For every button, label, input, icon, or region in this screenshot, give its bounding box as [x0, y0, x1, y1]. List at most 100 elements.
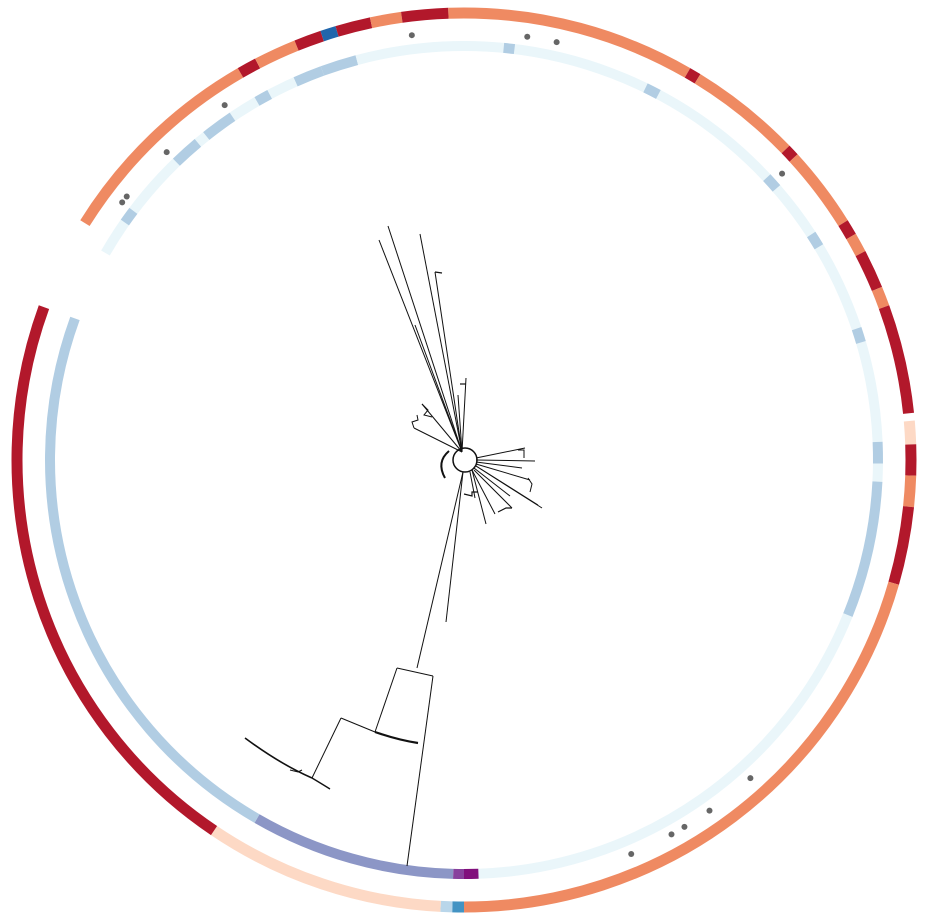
clade-small — [518, 449, 525, 458]
short-branch — [475, 463, 531, 481]
outer-ring-segment — [210, 826, 441, 912]
branch — [421, 403, 463, 453]
tip-marker-dot — [553, 39, 560, 46]
outer-ring-segment — [463, 7, 691, 78]
tip-marker-dot — [747, 775, 754, 782]
short-branch — [473, 469, 513, 509]
outer-ring-segment — [80, 68, 244, 227]
short-branch — [475, 459, 536, 462]
outer-ring-segment — [855, 251, 883, 292]
tip-marker-dot — [706, 807, 713, 814]
outer-ring-segment — [694, 74, 790, 154]
outer-ring-segment — [294, 30, 324, 51]
short-branch — [469, 471, 476, 499]
outer-ring-segment — [463, 581, 899, 913]
tip-marker-dots — [119, 32, 786, 857]
long-branch — [445, 471, 464, 623]
inner-annotation-ring — [45, 41, 883, 880]
inner-ring-accent — [172, 139, 202, 166]
tip-marker-dot — [668, 831, 675, 838]
inner-ring-segment — [254, 814, 454, 879]
branch — [374, 667, 398, 733]
outer-annotation-ring — [11, 7, 917, 913]
outer-ring-segment — [871, 286, 890, 310]
inner-ring-accent — [120, 207, 138, 226]
clade-small — [497, 507, 512, 513]
clade-small — [527, 477, 533, 493]
tip-marker-dot — [681, 823, 688, 830]
outer-ring-segment — [369, 11, 403, 29]
long-branch — [414, 324, 463, 453]
tip-marker-dot — [123, 193, 130, 200]
outer-ring-segment — [789, 154, 848, 227]
inner-ring-segment — [843, 481, 883, 617]
inner-ring-segment — [463, 41, 883, 443]
inner-ring-segment — [872, 463, 883, 482]
tip-marker-dot — [163, 149, 170, 156]
inner-ring-accent — [254, 90, 272, 106]
tip-marker-dot — [119, 199, 126, 206]
outer-ring-segment — [237, 58, 261, 78]
tip-marker-dot — [221, 102, 228, 109]
inner-ring-accent — [807, 231, 824, 250]
long-branch — [434, 271, 463, 453]
long-branch — [406, 675, 434, 867]
clade-small — [289, 769, 303, 773]
branch — [311, 717, 342, 779]
inner-ring-accent — [851, 327, 866, 344]
inner-ring-accent — [643, 83, 661, 99]
clade-bundle — [311, 777, 331, 790]
inner-ring-accent — [293, 66, 325, 87]
outer-ring-segment — [684, 68, 701, 84]
outer-ring-segment — [401, 7, 449, 23]
tip-marker-dot — [408, 32, 415, 39]
long-branch — [416, 471, 464, 669]
outer-ring-segment — [846, 233, 866, 257]
inner-ring-segment — [478, 613, 853, 879]
inner-ring-segment — [320, 55, 359, 76]
outer-ring-segment — [903, 420, 917, 445]
tip-bar — [434, 271, 443, 274]
outer-ring-segment — [878, 305, 915, 414]
outer-ring-segment — [320, 26, 339, 42]
root-hub-circle — [452, 447, 478, 473]
outer-ring-segment — [255, 40, 299, 69]
branch — [413, 427, 463, 453]
tip-marker-dot — [524, 33, 531, 40]
clade-bundle — [374, 730, 419, 745]
short-branch — [471, 469, 496, 515]
clade-small — [411, 414, 419, 429]
root-hub-arc — [440, 450, 450, 479]
outer-ring-segment — [838, 220, 856, 240]
internal-node — [396, 667, 434, 677]
internal-node — [340, 717, 376, 733]
outer-ring-segment — [903, 475, 917, 508]
long-branch — [461, 377, 467, 453]
long-branch — [457, 394, 463, 453]
short-branch — [475, 447, 526, 459]
tip-marker-dot — [779, 170, 786, 177]
inner-ring-accent — [503, 42, 516, 55]
long-branch — [378, 239, 463, 453]
long-branch — [419, 233, 463, 453]
outer-ring-segment — [11, 305, 218, 836]
inner-ring-segment — [355, 41, 465, 65]
outer-ring-segment — [888, 506, 915, 585]
tree-branches — [244, 225, 543, 867]
inner-ring-accent — [763, 174, 781, 192]
tip-marker-dot — [628, 850, 635, 857]
clade-bundle — [244, 737, 313, 779]
short-branch — [471, 469, 487, 525]
inner-ring-accent — [203, 112, 236, 140]
short-branch — [475, 465, 543, 509]
long-branch — [387, 225, 463, 453]
clade-small — [463, 491, 478, 497]
clade-small — [421, 403, 433, 418]
short-branch — [475, 461, 523, 469]
short-branch — [473, 467, 511, 497]
inner-ring-segment — [45, 316, 260, 823]
outer-ring-segment — [781, 145, 798, 162]
outer-ring-segment — [335, 17, 373, 37]
